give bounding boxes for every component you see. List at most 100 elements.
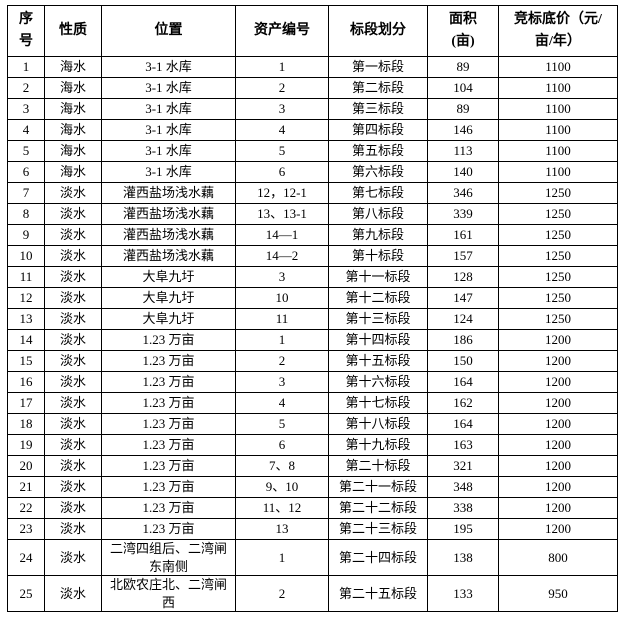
cell-index: 6 — [7, 161, 45, 183]
cell-price: 1100 — [498, 56, 618, 78]
table-row: 21 淡水 1.23 万亩 9、10 第二十一标段 348 1200 — [7, 476, 618, 498]
cell-asset_no: 12，12-1 — [235, 182, 329, 204]
cell-price: 1250 — [498, 308, 618, 330]
cell-price: 1200 — [498, 497, 618, 519]
cell-asset_no: 5 — [235, 140, 329, 162]
cell-area: 140 — [427, 161, 499, 183]
cell-asset_no: 6 — [235, 161, 329, 183]
cell-price: 1200 — [498, 413, 618, 435]
cell-asset_no: 3 — [235, 266, 329, 288]
cell-index: 12 — [7, 287, 45, 309]
col-header-section: 标段划分 — [328, 5, 428, 57]
table-row: 25 淡水 北欧农庄北、二湾闸西 2 第二十五标段 133 950 — [7, 575, 618, 613]
cell-asset_no: 10 — [235, 287, 329, 309]
cell-index: 1 — [7, 56, 45, 78]
cell-area: 186 — [427, 329, 499, 351]
cell-section: 第十七标段 — [328, 392, 428, 414]
cell-location: 1.23 万亩 — [101, 413, 236, 435]
cell-price: 1100 — [498, 119, 618, 141]
cell-nature: 淡水 — [44, 413, 102, 435]
table-row: 6 海水 3-1 水库 6 第六标段 140 1100 — [7, 161, 618, 183]
cell-area: 89 — [427, 98, 499, 120]
cell-index: 22 — [7, 497, 45, 519]
cell-asset_no: 4 — [235, 392, 329, 414]
cell-index: 4 — [7, 119, 45, 141]
cell-location: 1.23 万亩 — [101, 518, 236, 540]
table-row: 7 淡水 灌西盐场浅水藕 12，12-1 第七标段 346 1250 — [7, 182, 618, 204]
cell-area: 113 — [427, 140, 499, 162]
table-row: 5 海水 3-1 水库 5 第五标段 113 1100 — [7, 140, 618, 162]
cell-price: 1250 — [498, 182, 618, 204]
cell-location: 1.23 万亩 — [101, 371, 236, 393]
cell-nature: 淡水 — [44, 497, 102, 519]
cell-index: 23 — [7, 518, 45, 540]
cell-nature: 海水 — [44, 77, 102, 99]
cell-asset_no: 2 — [235, 350, 329, 372]
cell-section: 第二十一标段 — [328, 476, 428, 498]
cell-asset_no: 5 — [235, 413, 329, 435]
cell-location: 1.23 万亩 — [101, 350, 236, 372]
table-row: 14 淡水 1.23 万亩 1 第十四标段 186 1200 — [7, 329, 618, 351]
cell-price: 1250 — [498, 266, 618, 288]
cell-area: 338 — [427, 497, 499, 519]
asset-bidding-table: 序 号 性质 位置 资产编号 标段划分 面积 (亩) 竞标底价（元/ 亩/年） … — [7, 5, 618, 613]
cell-asset_no: 13、13-1 — [235, 203, 329, 225]
cell-area: 89 — [427, 56, 499, 78]
cell-location: 3-1 水库 — [101, 56, 236, 78]
cell-section: 第二十标段 — [328, 455, 428, 477]
cell-nature: 淡水 — [44, 266, 102, 288]
cell-area: 321 — [427, 455, 499, 477]
cell-price: 1200 — [498, 434, 618, 456]
cell-asset_no: 11 — [235, 308, 329, 330]
cell-location: 1.23 万亩 — [101, 329, 236, 351]
cell-index: 9 — [7, 224, 45, 246]
cell-price: 950 — [498, 575, 618, 613]
cell-location: 1.23 万亩 — [101, 455, 236, 477]
cell-area: 164 — [427, 413, 499, 435]
cell-location: 灌西盐场浅水藕 — [101, 203, 236, 225]
cell-location: 1.23 万亩 — [101, 497, 236, 519]
table-row: 10 淡水 灌西盐场浅水藕 14—2 第十标段 157 1250 — [7, 245, 618, 267]
cell-nature: 海水 — [44, 56, 102, 78]
cell-index: 14 — [7, 329, 45, 351]
cell-section: 第十五标段 — [328, 350, 428, 372]
table-row: 12 淡水 大阜九圩 10 第十二标段 147 1250 — [7, 287, 618, 309]
table-row: 13 淡水 大阜九圩 11 第十三标段 124 1250 — [7, 308, 618, 330]
cell-index: 10 — [7, 245, 45, 267]
cell-location: 二湾四组后、二湾闸东南侧 — [101, 538, 236, 577]
cell-nature: 淡水 — [44, 371, 102, 393]
cell-nature: 淡水 — [44, 287, 102, 309]
cell-index: 2 — [7, 77, 45, 99]
cell-price: 1250 — [498, 287, 618, 309]
col-header-area: 面积 (亩) — [427, 5, 499, 57]
table-row: 16 淡水 1.23 万亩 3 第十六标段 164 1200 — [7, 371, 618, 393]
cell-price: 1100 — [498, 161, 618, 183]
cell-index: 11 — [7, 266, 45, 288]
cell-index: 18 — [7, 413, 45, 435]
cell-nature: 海水 — [44, 140, 102, 162]
cell-area: 162 — [427, 392, 499, 414]
cell-area: 150 — [427, 350, 499, 372]
table-row: 23 淡水 1.23 万亩 13 第二十三标段 195 1200 — [7, 518, 618, 540]
col-header-index: 序 号 — [7, 5, 45, 57]
cell-index: 8 — [7, 203, 45, 225]
cell-nature: 淡水 — [44, 182, 102, 204]
cell-section: 第四标段 — [328, 119, 428, 141]
cell-location: 3-1 水库 — [101, 98, 236, 120]
cell-nature: 海水 — [44, 98, 102, 120]
col-header-nature: 性质 — [44, 5, 102, 57]
cell-price: 1200 — [498, 455, 618, 477]
cell-asset_no: 14—2 — [235, 245, 329, 267]
cell-location: 大阜九圩 — [101, 266, 236, 288]
table-row: 2 海水 3-1 水库 2 第二标段 104 1100 — [7, 77, 618, 99]
cell-section: 第十标段 — [328, 245, 428, 267]
cell-index: 20 — [7, 455, 45, 477]
cell-price: 1100 — [498, 140, 618, 162]
cell-asset_no: 4 — [235, 119, 329, 141]
cell-area: 138 — [427, 538, 499, 577]
cell-nature: 淡水 — [44, 538, 102, 577]
cell-asset_no: 1 — [235, 538, 329, 577]
table-row: 19 淡水 1.23 万亩 6 第十九标段 163 1200 — [7, 434, 618, 456]
col-header-price: 竞标底价（元/ 亩/年） — [498, 5, 618, 57]
cell-nature: 淡水 — [44, 518, 102, 540]
